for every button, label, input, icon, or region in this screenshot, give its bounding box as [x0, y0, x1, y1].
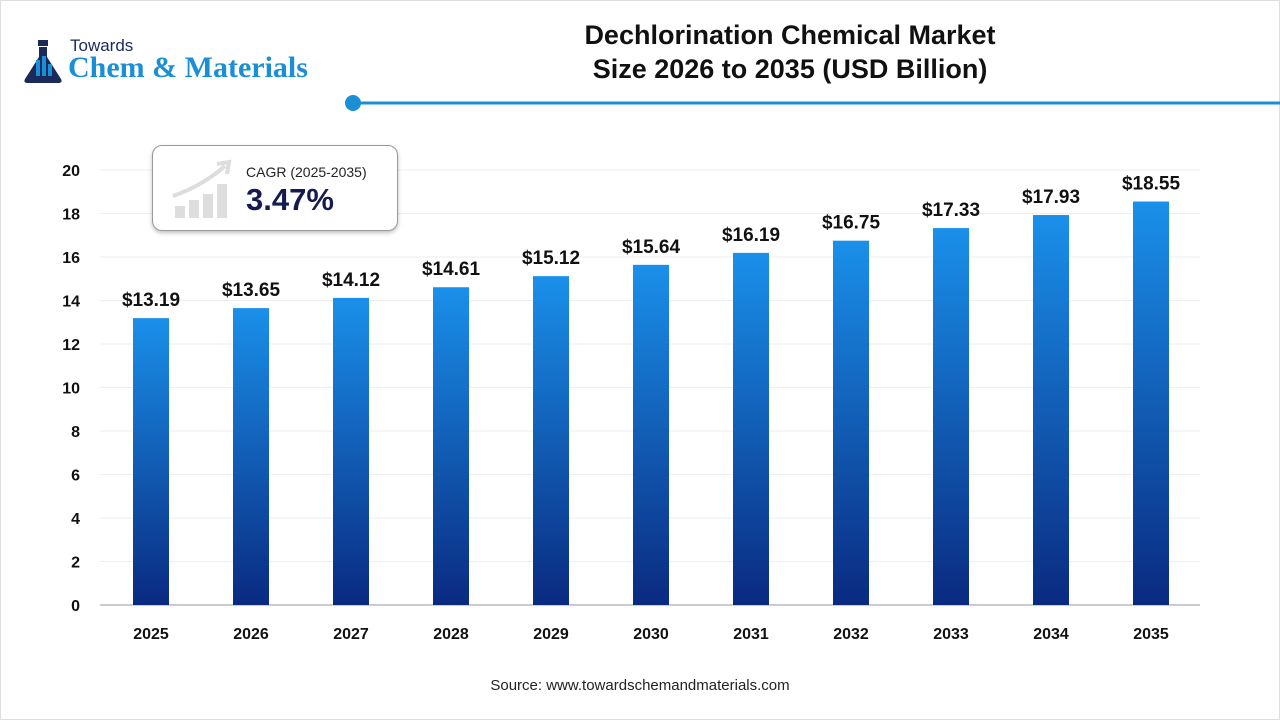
x-tick-label: 2032 [833, 626, 869, 643]
bar-2030 [633, 264, 669, 605]
x-tick-label: 2028 [433, 626, 469, 643]
data-label: $16.19 [722, 225, 780, 246]
data-label: $14.61 [422, 259, 481, 280]
bar-2034 [1033, 215, 1069, 605]
y-tick-label: 14 [62, 294, 80, 311]
logo-main-text: Chem & Materials [68, 51, 308, 84]
y-tick-label: 18 [62, 207, 80, 224]
x-tick-label: 2030 [633, 626, 669, 643]
x-tick-label: 2034 [1033, 626, 1069, 643]
growth-chart-icon [172, 159, 232, 218]
source-text: Source: www.towardschemandmaterials.com [490, 677, 790, 694]
data-label: $18.55 [1122, 174, 1181, 195]
y-tick-label: 12 [62, 337, 80, 354]
data-label: $13.65 [222, 280, 281, 301]
title-line-2: Size 2026 to 2035 (USD Billion) [592, 54, 988, 84]
x-tick-label: 2029 [533, 626, 569, 643]
bar-2027 [333, 297, 369, 605]
bar-2032 [833, 240, 869, 605]
y-tick-label: 8 [71, 424, 80, 441]
x-tick-label: 2025 [133, 626, 169, 643]
x-tick-label: 2027 [333, 626, 369, 643]
y-tick-label: 10 [62, 381, 80, 398]
y-tick-label: 20 [62, 163, 80, 180]
y-tick-label: 0 [71, 598, 80, 615]
data-label: $14.12 [322, 270, 380, 291]
logo-top-text: Towards [70, 36, 134, 55]
data-label: $17.33 [922, 200, 980, 221]
bar-2033 [933, 228, 969, 605]
x-tick-label: 2026 [233, 626, 269, 643]
cagr-box: CAGR (2025-2035) 3.47% [152, 145, 398, 231]
x-tick-label: 2035 [1133, 626, 1169, 643]
flask-icon [24, 40, 62, 83]
title-line-1: Dechlorination Chemical Market [584, 20, 996, 50]
data-label: $17.93 [1022, 187, 1080, 208]
bar-2035 [1133, 201, 1169, 605]
cagr-label: CAGR (2025-2035) [246, 164, 367, 180]
bar-2028 [433, 287, 469, 605]
cagr-value: 3.47% [246, 182, 334, 217]
chart-title: Dechlorination Chemical Market Size 2026… [500, 18, 1080, 86]
data-label: $16.75 [822, 213, 881, 234]
title-underline-dot [345, 95, 361, 111]
bar-2029 [533, 276, 569, 605]
bar-2031 [733, 252, 769, 605]
y-tick-label: 6 [71, 468, 80, 485]
bar-2025 [133, 318, 169, 605]
y-tick-label: 16 [62, 250, 80, 267]
y-tick-label: 2 [71, 555, 80, 572]
x-tick-label: 2033 [933, 626, 969, 643]
data-label: $13.19 [122, 290, 180, 311]
bar-2026 [233, 308, 269, 605]
y-tick-label: 4 [71, 511, 80, 528]
x-tick-label: 2031 [733, 626, 769, 643]
data-label: $15.12 [522, 248, 580, 269]
data-label: $15.64 [622, 237, 681, 258]
